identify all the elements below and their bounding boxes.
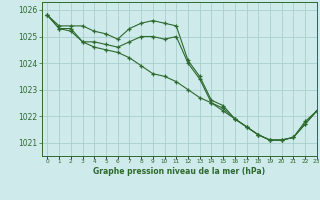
X-axis label: Graphe pression niveau de la mer (hPa): Graphe pression niveau de la mer (hPa): [93, 167, 265, 176]
